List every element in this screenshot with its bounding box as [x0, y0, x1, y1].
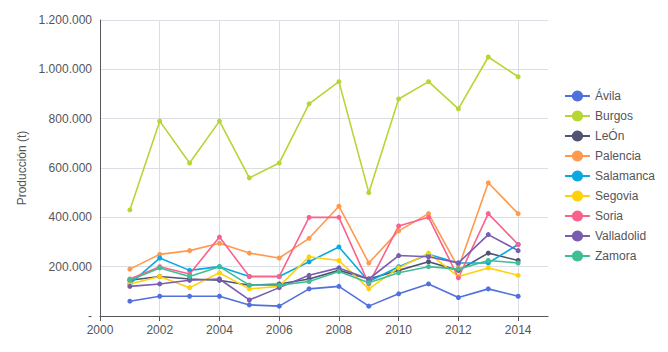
svg-text:Palencia: Palencia — [595, 149, 641, 163]
svg-text:2008: 2008 — [326, 323, 353, 337]
svg-text:600.000: 600.000 — [49, 161, 93, 175]
svg-text:2014: 2014 — [505, 323, 532, 337]
svg-text:800.000: 800.000 — [49, 112, 93, 126]
svg-text:400.000: 400.000 — [49, 210, 93, 224]
svg-text:2012: 2012 — [445, 323, 472, 337]
svg-text:Producción (t): Producción (t) — [15, 131, 29, 206]
svg-text:2010: 2010 — [385, 323, 412, 337]
svg-text:-: - — [88, 309, 92, 323]
svg-text:Burgos: Burgos — [595, 109, 633, 123]
svg-text:2002: 2002 — [146, 323, 173, 337]
svg-text:1.200.000: 1.200.000 — [39, 13, 93, 27]
svg-text:Valladolid: Valladolid — [595, 229, 646, 243]
svg-text:2004: 2004 — [206, 323, 233, 337]
svg-text:Soria: Soria — [595, 209, 623, 223]
svg-text:Zamora: Zamora — [595, 249, 637, 263]
svg-text:2000: 2000 — [87, 323, 114, 337]
svg-text:200.000: 200.000 — [49, 260, 93, 274]
svg-text:Ávila: Ávila — [595, 88, 621, 103]
svg-text:Segovia: Segovia — [595, 189, 639, 203]
svg-text:1.000.000: 1.000.000 — [39, 62, 93, 76]
svg-text:LeÓn: LeÓn — [595, 128, 624, 143]
svg-text:Salamanca: Salamanca — [595, 169, 655, 183]
svg-text:2006: 2006 — [266, 323, 293, 337]
